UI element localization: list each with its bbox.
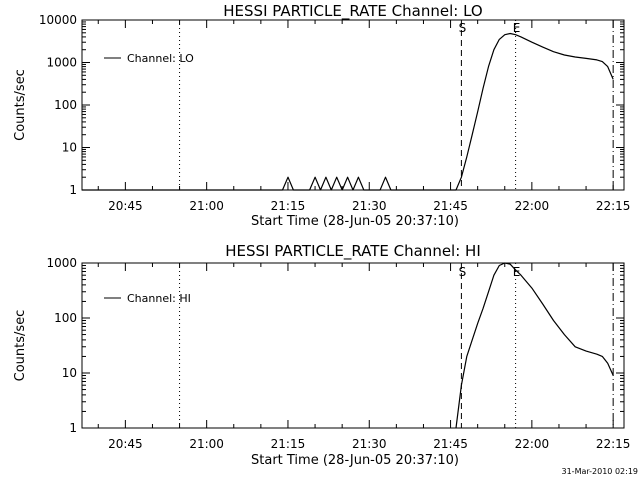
x-tick-label: 21:00 — [189, 199, 224, 213]
y-tick-label: 1000 — [46, 256, 77, 270]
y-tick-label: 100 — [54, 311, 77, 325]
marker-label: E — [513, 21, 521, 35]
marker-label: S — [459, 21, 467, 35]
series-line — [82, 32, 614, 191]
chart-title: HESSI PARTICLE_RATE Channel: LO — [223, 2, 482, 21]
y-axis-label: Counts/sec — [13, 310, 28, 382]
marker-label: E — [513, 265, 521, 279]
x-tick-label: 22:15 — [596, 437, 631, 451]
x-axis-label: Start Time (28-Jun-05 20:37:10) — [251, 214, 459, 229]
x-tick-label: 21:30 — [352, 199, 387, 213]
legend-label: Channel: HI — [127, 292, 191, 305]
panel-hi: HESSI PARTICLE_RATE Channel: HI 1 10 100 100… — [13, 242, 630, 468]
x-tick-label: 21:30 — [352, 437, 387, 451]
y-tick-label: 1 — [69, 183, 77, 197]
x-tick-label: 20:45 — [108, 437, 143, 451]
y-tick-label: 100 — [54, 98, 77, 112]
y-tick-label: 10 — [62, 141, 77, 155]
x-axis-label: Start Time (28-Jun-05 20:37:10) — [251, 453, 459, 468]
plot-frame — [81, 19, 625, 191]
y-tick-label: 1000 — [46, 56, 77, 70]
y-tick-label: 1 — [69, 421, 77, 435]
x-tick-label: 22:00 — [515, 199, 550, 213]
chart-title: HESSI PARTICLE_RATE Channel: HI — [225, 242, 481, 261]
timestamp: 31-Mar-2010 02:19 — [562, 467, 639, 476]
x-tick-label: 21:15 — [271, 437, 306, 451]
legend-label: Channel: LO — [127, 52, 194, 65]
marker-label: S — [459, 265, 467, 279]
x-tick-label: 21:45 — [433, 437, 468, 451]
x-tick-label: 22:15 — [596, 199, 631, 213]
plot-frame — [81, 262, 625, 429]
x-tick-label: 20:45 — [108, 199, 143, 213]
y-axis-label: Counts/sec — [13, 69, 28, 141]
y-tick-label: 10 — [62, 366, 77, 380]
x-tick-label: 22:00 — [515, 437, 550, 451]
panel-lo: HESSI PARTICLE_RATE Channel: LO 1 10 100 100… — [13, 2, 630, 229]
x-tick-label: 21:45 — [433, 199, 468, 213]
x-tick-label: 21:15 — [271, 199, 306, 213]
series-line — [455, 262, 614, 429]
y-tick-label: 10000 — [39, 13, 77, 27]
x-tick-label: 21:00 — [189, 437, 224, 451]
